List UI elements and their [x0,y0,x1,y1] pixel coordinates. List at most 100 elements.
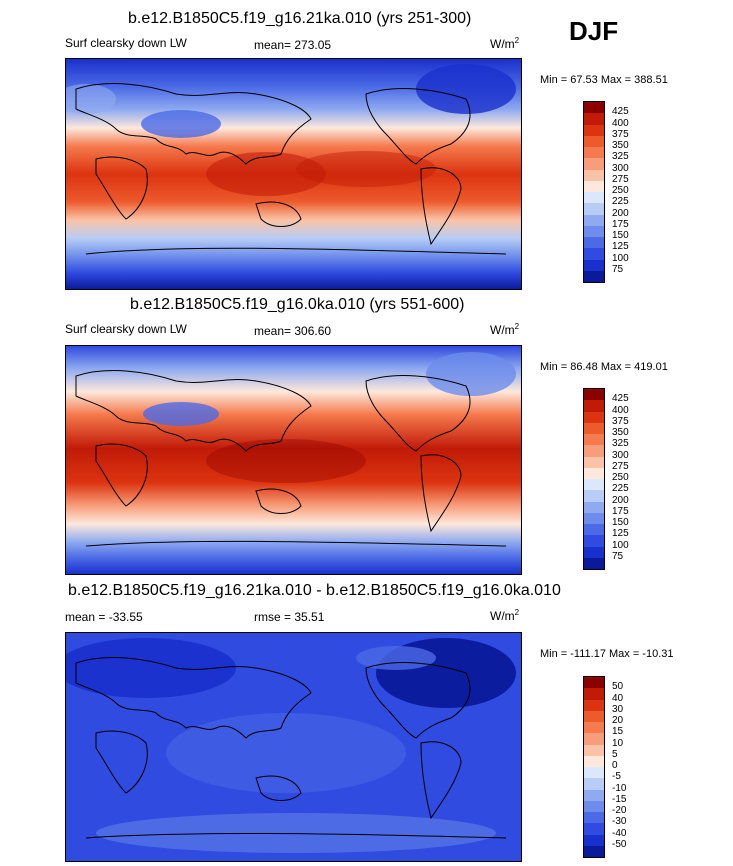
colorbar-tick-label: -30 [612,816,627,828]
colorbar-swatch [584,546,604,558]
colorbar-swatch [584,389,604,401]
colorbar-swatch [584,422,604,434]
colorbar-swatch [584,169,604,181]
colorbar-tick-label: 75 [612,550,624,562]
colorbar-tick-label: 200 [612,207,629,219]
colorbar-swatch [584,102,604,114]
colorbar-tick-label: 400 [612,117,629,129]
colorbar-swatch [584,411,604,423]
panel-3-units: W/m2 [490,608,520,623]
panel-3-mean-label: mean = -33.55 [65,610,143,624]
colorbar-swatch [584,767,604,779]
season-label: DJF [569,16,619,46]
colorbar-swatch [584,557,604,569]
colorbar-tick-label: 225 [612,483,629,495]
colorbar-tick-label: 10 [612,737,624,749]
colorbar-tick-label: 0 [612,760,618,771]
colorbar-swatch [584,823,604,835]
colorbar-swatch [584,812,604,824]
colorbar-tick-label: -40 [612,827,627,839]
colorbar-swatch [584,113,604,125]
colorbar-swatch [584,845,604,857]
colorbar-swatch [584,203,604,215]
panel-3-min-max: Min = -111.17 Max = -10.31 [540,648,674,660]
colorbar-tick-label: 175 [612,218,629,230]
colorbar-swatch [584,733,604,745]
colorbar-swatch [584,535,604,547]
colorbar-swatch [584,158,604,170]
colorbar-tick-label: 100 [612,252,629,264]
colorbar-swatch [584,744,604,756]
colorbar-tick-label: 30 [612,703,624,715]
colorbar-tick-label: 20 [612,715,624,726]
colorbar-tick-label: 425 [612,393,629,405]
colorbar-swatch [584,237,604,249]
colorbar-tick-label: 275 [612,173,629,185]
colorbar-tick-label: 75 [612,263,624,275]
panel-1-colorbar [583,101,605,283]
panel-2-colorbar [583,388,605,570]
colorbar-tick-label: 350 [612,427,629,438]
colorbar-tick-label: -15 [612,793,627,805]
colorbar-swatch [584,524,604,536]
colorbar-swatch [584,135,604,147]
colorbar-tick-label: 375 [612,128,629,140]
colorbar-tick-label: 175 [612,505,629,517]
panel-2-units: W/m2 [490,322,520,337]
colorbar-swatch [584,710,604,722]
colorbar-tick-label: 225 [612,196,629,208]
panel-2-map [65,345,522,575]
colorbar-tick-label: 325 [612,151,629,163]
colorbar-tick-label: 40 [612,692,624,704]
colorbar-tick-label: 250 [612,472,629,483]
panel-1-mean-label: mean= 273.05 [254,38,332,52]
colorbar-tick-label: 275 [612,460,629,472]
colorbar-tick-label: 50 [612,681,624,693]
colorbar-swatch [584,512,604,524]
colorbar-swatch [584,699,604,711]
colorbar-tick-label: 250 [612,185,629,196]
colorbar-swatch [584,434,604,446]
colorbar-tick-label: -20 [612,805,627,816]
panel-3-colorbar [583,676,605,858]
panel-1-units: W/m2 [490,36,520,51]
colorbar-tick-label: 150 [612,230,629,241]
panel-3-map [65,632,522,862]
colorbar-tick-label: 300 [612,449,629,461]
panel-1-title: b.e12.B1850C5.f19_g16.21ka.010 (yrs 251-… [128,10,472,27]
colorbar-swatch [584,214,604,226]
colorbar-swatch [584,778,604,790]
colorbar-swatch [584,124,604,136]
colorbar-tick-label: 150 [612,517,629,528]
colorbar-tick-label: 5 [612,748,618,760]
colorbar-tick-label: 350 [612,140,629,151]
colorbar-swatch [584,445,604,457]
colorbar-swatch [584,147,604,159]
panel-1-min-max: Min = 67.53 Max = 388.51 [540,74,668,86]
colorbar-tick-label: -10 [612,782,627,794]
colorbar-tick-label: 125 [612,528,629,540]
colorbar-swatch [584,688,604,700]
panel-1-variable-label: Surf clearsky down LW [65,36,187,50]
colorbar-swatch [584,800,604,812]
colorbar-tick-label: 200 [612,494,629,506]
colorbar-tick-label: 375 [612,415,629,427]
colorbar-swatch [584,501,604,513]
panel-2-variable-label: Surf clearsky down LW [65,322,187,336]
colorbar-tick-label: 125 [612,241,629,253]
colorbar-tick-label: 400 [612,404,629,416]
colorbar-swatch [584,456,604,468]
colorbar-tick-label: 100 [612,539,629,551]
panel-3-title: b.e12.B1850C5.f19_g16.21ka.010 - b.e12.B… [68,582,561,599]
colorbar-swatch [584,248,604,260]
colorbar-swatch [584,225,604,237]
panel-2-mean-label: mean= 306.60 [254,324,332,338]
colorbar-swatch [584,490,604,502]
colorbar-tick-label: 15 [612,726,624,738]
panel-1-map [65,58,522,290]
colorbar-tick-label: 425 [612,106,629,118]
colorbar-swatch [584,192,604,204]
colorbar-swatch [584,400,604,412]
colorbar-swatch [584,259,604,271]
colorbar-tick-label: 325 [612,438,629,450]
